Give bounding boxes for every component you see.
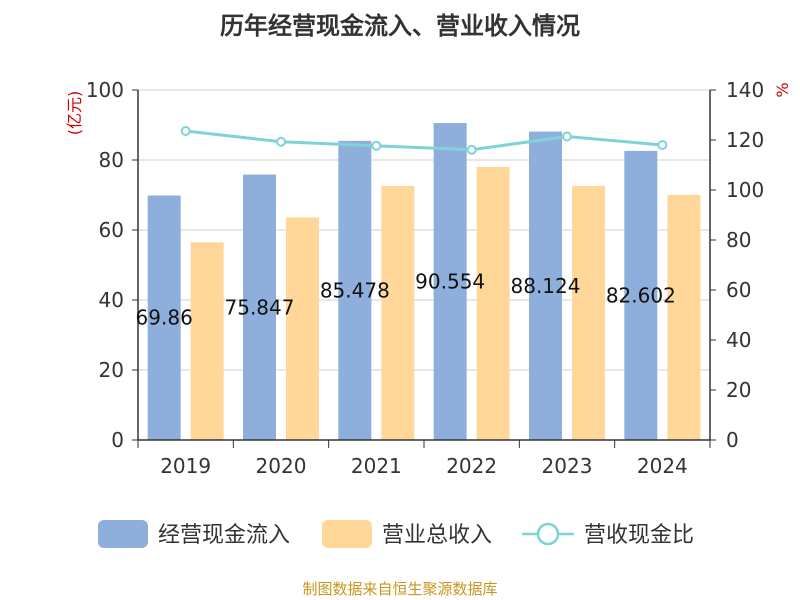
- data-label: 90.554: [415, 270, 485, 294]
- bar-series: [147, 123, 701, 441]
- y-left-tick-label: 40: [99, 288, 124, 312]
- y-right-axis-label: %: [773, 82, 792, 97]
- source-note: 制图数据来自恒生聚源数据库: [302, 580, 498, 598]
- data-label: 88.124: [511, 274, 581, 298]
- x-tick-label: 2021: [351, 454, 402, 478]
- data-label: 75.847: [225, 295, 295, 319]
- y-left-tick-label: 20: [99, 358, 124, 382]
- y-right-tick-label: 60: [726, 278, 751, 302]
- legend-label: 营收现金比: [584, 523, 694, 548]
- legend-swatch: [98, 520, 148, 548]
- x-tick-label: 2020: [256, 454, 307, 478]
- axes: 0 20 40 60 80 100 0 20 40 60 80 100 120 140 2019 2020 20…: [65, 78, 792, 478]
- y-right-tick-label: 0: [726, 428, 739, 452]
- bar: [147, 195, 181, 440]
- bar: [667, 195, 701, 440]
- bar: [190, 242, 224, 440]
- x-tick-label: 2022: [446, 454, 497, 478]
- y-left-tick-label: 60: [99, 218, 124, 242]
- data-label: 82.602: [606, 283, 676, 307]
- line-point: [657, 140, 668, 150]
- x-tick-label: 2024: [637, 454, 688, 478]
- data-label: 69.86: [136, 306, 193, 330]
- y-left-axis-label: (亿元): [65, 91, 84, 136]
- x-tick-label: 2023: [542, 454, 593, 478]
- bar: [624, 150, 658, 440]
- legend-label: 营业总收入: [382, 523, 492, 548]
- y-right-tick-label: 140: [726, 78, 764, 102]
- data-label: 85.478: [320, 278, 390, 302]
- bar: [243, 174, 276, 440]
- bar: [476, 167, 510, 440]
- y-right-tick-label: 40: [726, 328, 751, 352]
- y-left-tick-label: 80: [99, 148, 124, 172]
- y-right-tick-label: 20: [726, 378, 751, 402]
- gridlines: [138, 89, 710, 371]
- bar: [529, 131, 562, 441]
- bar: [338, 140, 372, 440]
- y-right-tick-label: 80: [726, 228, 751, 252]
- chart-title: 历年经营现金流入、营业收入情况: [220, 12, 580, 40]
- bar: [381, 185, 415, 440]
- legend-label: 经营现金流入: [158, 523, 290, 548]
- legend: 经营现金流入 营业总收入 营收现金比: [98, 520, 694, 548]
- line-point: [276, 136, 286, 147]
- data-labels: 69.86 75.847 85.478 90.554 88.124 82.602: [136, 270, 676, 330]
- bar: [572, 185, 605, 440]
- line-series: [180, 126, 668, 155]
- y-right-tick-label: 100: [726, 178, 764, 202]
- bar: [286, 217, 319, 440]
- legend-swatch: [322, 520, 372, 548]
- line-point: [371, 140, 382, 151]
- line-point: [562, 131, 572, 142]
- bar: [433, 123, 467, 440]
- x-tick-label: 2019: [160, 454, 211, 478]
- legend-marker: [536, 522, 560, 546]
- y-right-tick-label: 120: [726, 128, 764, 152]
- y-left-tick-label: 0: [111, 428, 124, 452]
- line-point: [466, 144, 477, 155]
- line-point: [180, 126, 191, 136]
- y-left-tick-label: 100: [86, 78, 124, 102]
- line-path: [185, 129, 663, 152]
